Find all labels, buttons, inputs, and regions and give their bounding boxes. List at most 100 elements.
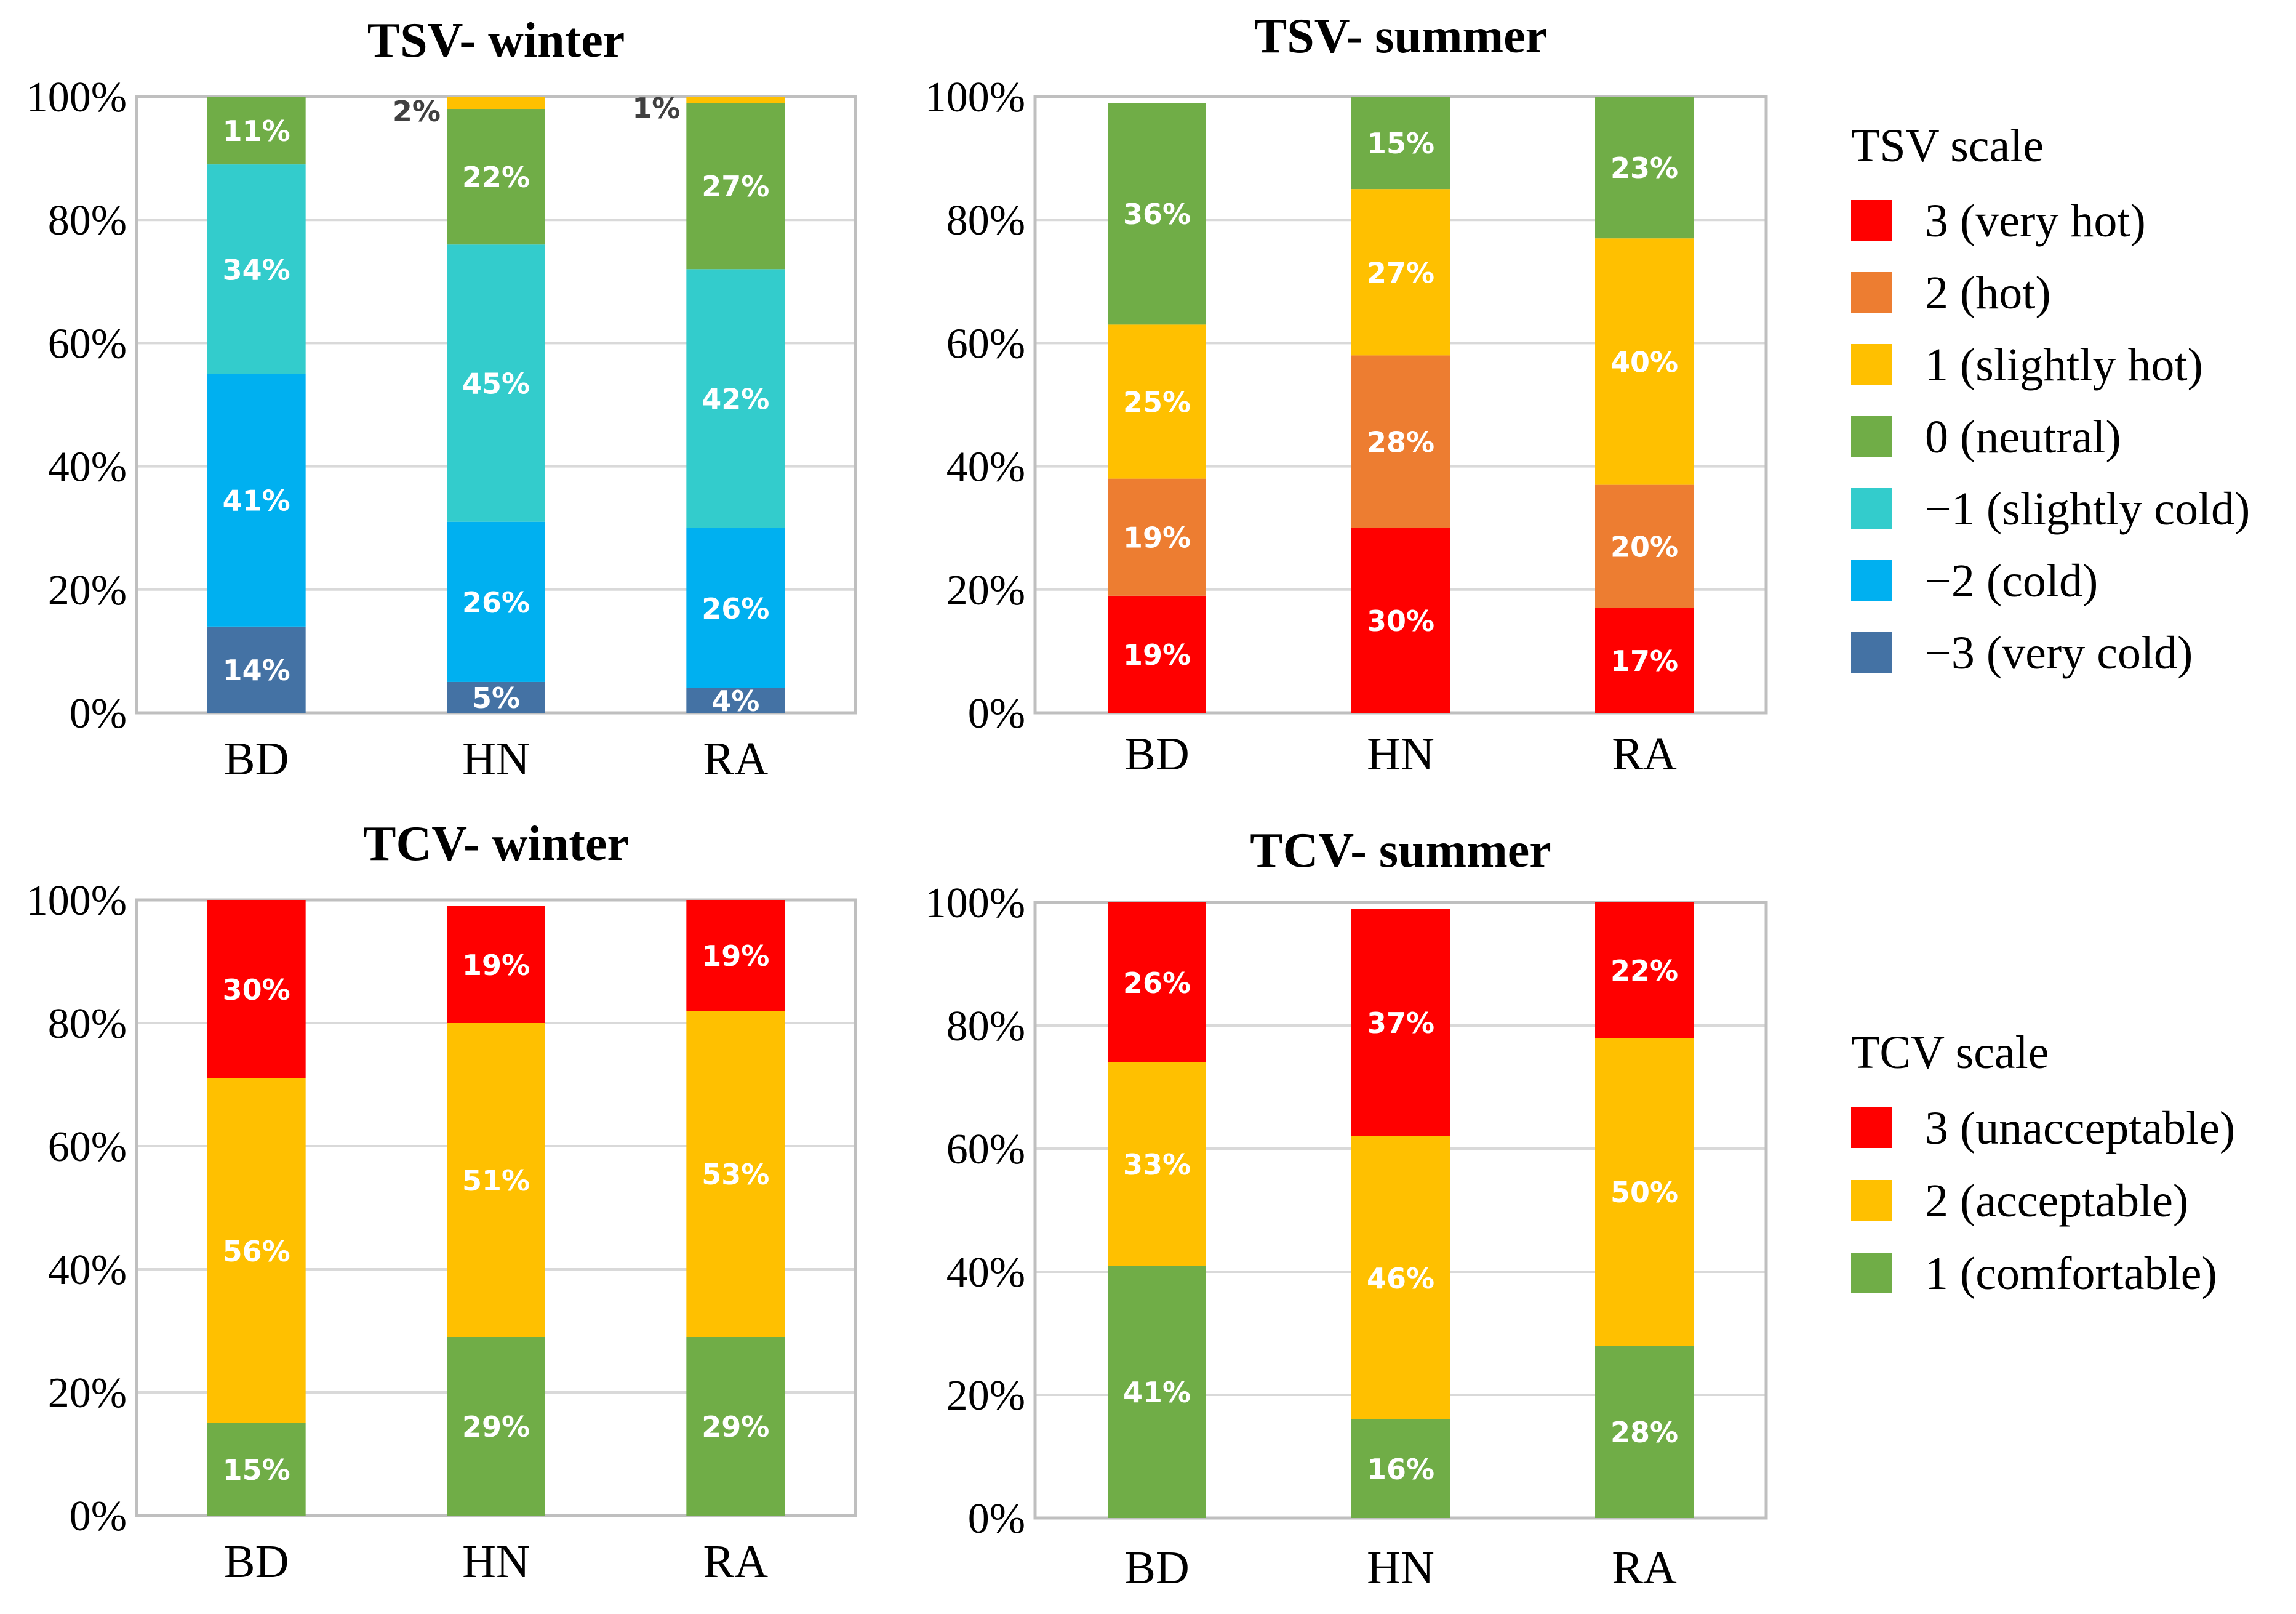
data-label: 50% [1610, 1176, 1678, 1209]
y-tick-label: 0% [968, 1495, 1025, 1543]
x-category-label: HN [1367, 1542, 1434, 1594]
x-category-label: BD [1124, 1542, 1190, 1594]
chart-tcv-summer: TCV- summer 0% 20% 40% 60% 80% 100% 41% 33% 26% BD… [925, 824, 1768, 1594]
x-category-label: BD [224, 733, 289, 785]
y-tick-label: 40% [48, 444, 127, 491]
legend-swatch [1851, 632, 1892, 673]
bar-stack-hn: 5% 26% 45% 22% 2% [393, 95, 545, 715]
bar-segment-3-unacceptable [1595, 902, 1694, 1038]
bar-segment-1-slightly-cold [207, 164, 306, 374]
bar-segment-2-hot [1108, 478, 1206, 596]
legend-item-label: 3 (unacceptable) [1925, 1102, 2235, 1154]
bar-stack-bd: 19% 19% 25% 36% [1108, 103, 1206, 713]
data-label: 34% [223, 253, 290, 286]
legend-item-label: −2 (cold) [1925, 555, 2098, 607]
legend-item-label: 1 (slightly hot) [1925, 339, 2203, 391]
data-label: 56% [223, 1235, 290, 1268]
legend-item-label: 2 (hot) [1925, 267, 2051, 319]
bar-segment-3-unacceptable [447, 906, 545, 1023]
bar-segment-1-slightly-hot [686, 97, 785, 103]
bar-stack-bd: 15% 56% 30% [207, 900, 306, 1516]
data-label: 23% [1610, 151, 1678, 185]
y-tick-label: 100% [925, 74, 1025, 121]
y-tick-label: 60% [946, 1126, 1025, 1173]
chart-legends: TSV scale 3 (very hot) 2 (hot) 1 (slightly … [1851, 120, 2250, 1299]
y-tick-label: 100% [26, 74, 127, 121]
data-label: 15% [1367, 127, 1434, 160]
y-tick-label: 0% [968, 690, 1025, 737]
data-label: 1% [632, 92, 680, 125]
legend-item-label: −1 (slightly cold) [1925, 483, 2250, 535]
y-tick-label: 20% [48, 1370, 127, 1417]
bar-stack-bd: 41% 33% 26% [1108, 902, 1206, 1518]
data-label: 17% [1610, 644, 1678, 678]
chart-title: TCV- winter [363, 817, 629, 871]
x-category-label: HN [462, 1536, 530, 1588]
data-label: 11% [223, 114, 290, 148]
data-label: 22% [1610, 954, 1678, 987]
y-tick-label: 80% [48, 197, 127, 244]
data-label: 53% [702, 1158, 769, 1191]
bar-segment-2-cold [207, 374, 306, 627]
x-category-label: HN [1367, 728, 1434, 780]
y-tick-label: 20% [946, 567, 1025, 614]
x-category-label: BD [224, 1536, 289, 1588]
bar-segment-3-unacceptable [207, 900, 306, 1078]
bar-segment-1-slightly-hot [1108, 324, 1206, 479]
legend-swatch [1851, 344, 1892, 385]
data-label: 27% [1367, 256, 1434, 289]
data-label: 45% [462, 367, 530, 400]
bar-stack-ra: 29% 53% 19% [686, 900, 785, 1516]
bar-segment-2-acceptable [1108, 1062, 1206, 1266]
legend-tcv-scale: TCV scale 3 (unacceptable) 2 (acceptable) 1… [1851, 1027, 2235, 1299]
data-label: 30% [1367, 604, 1434, 638]
data-label: 42% [702, 382, 769, 416]
data-label: 33% [1123, 1148, 1191, 1181]
data-label: 19% [1123, 638, 1191, 672]
legend-title: TCV scale [1851, 1027, 2049, 1078]
y-tick-label: 80% [48, 1000, 127, 1048]
data-label: 26% [702, 592, 769, 625]
data-label: 25% [1123, 385, 1191, 419]
legend-item-label: 3 (very hot) [1925, 195, 2146, 247]
x-category-label: HN [462, 733, 530, 785]
legend-item-label: −3 (very cold) [1925, 627, 2193, 679]
bar-segment-2-cold [447, 521, 545, 682]
y-tick-label: 60% [48, 320, 127, 367]
chart-panels: TSV- winter 0% 20% 40% 60% 80% 100% 14% 41% 34% 11… [26, 9, 1768, 1594]
legend-swatch [1851, 1180, 1892, 1221]
x-category-label: RA [703, 733, 769, 785]
bar-segment-1-slightly-hot [447, 97, 545, 110]
bar-segment-3-unacceptable [1108, 902, 1206, 1062]
data-label: 14% [223, 654, 290, 687]
data-label: 28% [1367, 426, 1434, 459]
chart-title: TCV- summer [1250, 824, 1551, 878]
data-label: 5% [472, 681, 520, 715]
bar-segment-0-neutral [207, 97, 306, 165]
bar-segment-2-hot [1351, 355, 1450, 528]
y-tick-label: 60% [946, 320, 1025, 367]
data-label: 22% [462, 161, 530, 194]
data-label: 20% [1610, 531, 1678, 564]
legend-swatch [1851, 1107, 1892, 1148]
chart-title: TSV- winter [367, 14, 625, 68]
bar-segment-1-comfortable [1595, 1346, 1694, 1518]
bar-segment-1-comfortable [1351, 1419, 1450, 1518]
data-label: 26% [1123, 966, 1191, 1000]
y-tick-label: 40% [946, 444, 1025, 491]
bar-segment-2-hot [1595, 484, 1694, 608]
bar-segment-2-acceptable [1595, 1038, 1694, 1346]
legend-tsv-scale: TSV scale 3 (very hot) 2 (hot) 1 (slightly … [1851, 120, 2250, 679]
y-tick-label: 100% [26, 877, 127, 925]
bar-stack-ra: 28% 50% 22% [1595, 902, 1694, 1518]
chart-tsv-summer: TSV- summer 0% 20% 40% 60% 80% 100% 19% 19% 25% 36… [925, 9, 1768, 780]
bar-segment-2-cold [686, 528, 785, 688]
bar-segment-3-unacceptable [686, 900, 785, 1011]
data-label: 19% [462, 949, 530, 982]
data-label: 19% [702, 939, 769, 973]
data-label: 46% [1367, 1262, 1434, 1295]
y-tick-label: 0% [70, 690, 127, 737]
data-label: 2% [393, 95, 441, 128]
bar-segment-2-acceptable [1351, 1136, 1450, 1419]
